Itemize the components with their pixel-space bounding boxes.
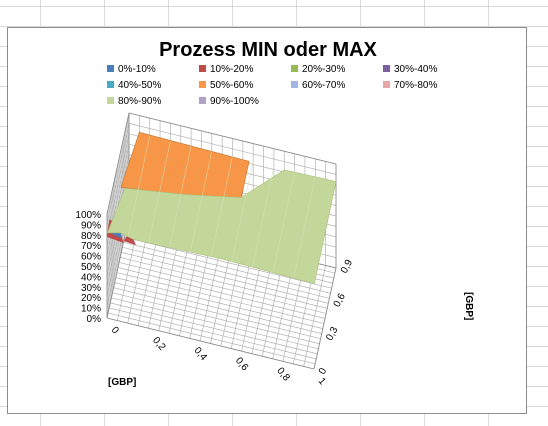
legend-swatch xyxy=(107,81,114,88)
y-axis-tick-label: 0,6 xyxy=(332,291,348,309)
legend-swatch xyxy=(107,97,114,104)
floor-gridline xyxy=(111,297,319,350)
chart-frame-edge xyxy=(106,112,130,215)
y-axis-tick-label: 0 xyxy=(317,366,330,376)
legend-entry-label: 10%-20% xyxy=(210,64,253,75)
legend-entry-label: 0%-10% xyxy=(118,64,156,75)
floor-gridline xyxy=(121,252,329,304)
legend-entry-label: 80%-90% xyxy=(118,96,161,107)
z-axis-tick-label: 60% xyxy=(81,252,101,263)
z-axis-tick-label: 20% xyxy=(81,293,101,304)
chart-legend: 0%-10% 10%-20% 20%-30% 30%-40% 40%-50% 50%-60… xyxy=(107,64,437,107)
surface-mesh-line xyxy=(210,156,233,258)
floor-gridline xyxy=(115,277,323,329)
x-axis-tick-label: 0,6 xyxy=(233,355,251,373)
z-axis-tick-label: 30% xyxy=(81,283,101,294)
x-axis-tick-label: 0 xyxy=(109,325,121,337)
legend-entry-label: 60%-70% xyxy=(302,80,345,91)
floor-gridline xyxy=(123,241,331,294)
legend-swatch xyxy=(291,81,298,88)
x-axis-tick-label: 0,2 xyxy=(150,335,168,353)
surface-mesh-line xyxy=(272,171,295,273)
surface-mesh-line xyxy=(189,151,213,253)
floor-gridline xyxy=(112,292,320,345)
floor-gridline xyxy=(108,312,316,365)
floor-gridline xyxy=(117,267,326,319)
floor-gridline xyxy=(114,282,322,334)
chart-frame-edge xyxy=(128,112,337,165)
z-axis-tick-label: 0% xyxy=(87,314,102,325)
legend-entry-label: 40%-50% xyxy=(118,80,161,91)
z-axis-tick-label: 50% xyxy=(81,262,101,273)
floor-gridline xyxy=(113,287,321,340)
legend-swatch xyxy=(199,97,206,104)
chart-title: Prozess MIN oder MAX xyxy=(159,39,377,61)
surface-band-10-20 xyxy=(123,231,136,246)
surface-mesh-line xyxy=(127,135,150,237)
legend-entry-label: 70%-80% xyxy=(394,80,437,91)
legend-entry-label: 90%-100% xyxy=(210,96,259,107)
surface-mesh-line xyxy=(231,161,254,263)
y-axis-tick-label: 0,3 xyxy=(324,325,340,343)
floor-gridline xyxy=(122,246,330,299)
floor-gridline xyxy=(116,272,324,324)
legend-swatch xyxy=(199,65,206,72)
chart-frame-edge xyxy=(106,317,315,370)
floor-gridline xyxy=(120,257,328,309)
surface-plot xyxy=(106,131,337,285)
z-axis: 0%10%20%30%40%50%60%70%80%90%100% xyxy=(75,210,101,325)
z-axis-tick-label: 100% xyxy=(75,210,101,221)
legend-swatch xyxy=(383,65,390,72)
z-axis-tick-label: 10% xyxy=(81,304,101,315)
legend-entry-label: 30%-40% xyxy=(394,64,437,75)
x-axis-tick-label: 1 xyxy=(316,376,328,388)
floor-gridline xyxy=(109,307,317,360)
x-axis-title: [GBP] xyxy=(108,377,136,388)
floor-gridline xyxy=(119,262,327,314)
z-axis-tick-label: 90% xyxy=(81,220,101,231)
floor-gridline xyxy=(110,302,318,355)
z-axis-tick-label: 70% xyxy=(81,241,101,252)
surface-mesh-line xyxy=(148,140,171,242)
y-axis-tick-label: 0,9 xyxy=(339,258,355,276)
surface-mesh-line xyxy=(169,145,192,248)
legend-swatch xyxy=(199,81,206,88)
z-axis-tick-label: 80% xyxy=(81,231,101,242)
surface-chart: Prozess MIN oder MAX 0%-10% 10%-20% 20%-30… xyxy=(75,39,474,388)
x-axis-tick-label: 0,8 xyxy=(274,366,292,384)
chart-area[interactable]: Prozess MIN oder MAX 0%-10% 10%-20% 20%-30… xyxy=(7,27,527,414)
legend-entry-label: 20%-30% xyxy=(302,64,345,75)
surface-band-80-90 xyxy=(106,169,337,285)
legend-swatch xyxy=(383,81,390,88)
legend-entry-label: 50%-60% xyxy=(210,80,253,91)
z-axis-tick-label: 40% xyxy=(81,272,101,283)
y-axis-title: [GBP] xyxy=(463,292,474,320)
x-axis-tick-label: 0,4 xyxy=(192,345,210,363)
floor-gridline xyxy=(124,236,332,289)
chart-floor-grid xyxy=(106,112,337,370)
legend-swatch xyxy=(291,65,298,72)
surface-mesh-line xyxy=(252,166,275,268)
legend-swatch xyxy=(107,65,114,72)
surface-mesh-line xyxy=(293,176,316,278)
chart-frame-edge xyxy=(313,267,337,370)
